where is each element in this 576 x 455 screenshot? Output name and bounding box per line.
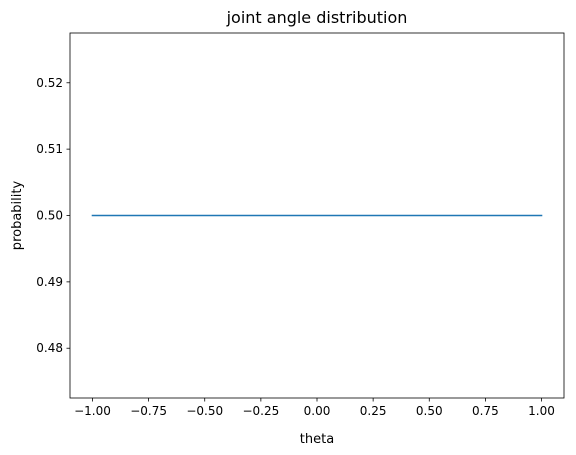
- x-tick-label: −0.50: [186, 404, 223, 418]
- x-tick-label: 0.25: [360, 404, 387, 418]
- x-tick-label: 0.00: [304, 404, 331, 418]
- x-tick-label: 0.50: [416, 404, 443, 418]
- y-tick-label: 0.52: [36, 76, 63, 90]
- x-tick-label: −0.75: [130, 404, 167, 418]
- y-tick-label: 0.50: [36, 209, 63, 223]
- y-tick-label: 0.51: [36, 142, 63, 156]
- x-tick-label: −1.00: [74, 404, 111, 418]
- plot-area: −1.00 −0.75 −0.50 −0.25 0.00 0.25 0.50 0.75 1.00…: [36, 32, 565, 418]
- x-axis-label: theta: [300, 432, 334, 447]
- y-tick-label: 0.49: [36, 275, 63, 289]
- y-axis-label: probability: [10, 181, 25, 251]
- x-tick-label: −0.25: [242, 404, 279, 418]
- x-tick-label: 0.75: [472, 404, 499, 418]
- chart-title: joint angle distribution: [226, 8, 408, 27]
- y-tick-label: 0.48: [36, 341, 63, 355]
- x-tick-label: 1.00: [528, 404, 555, 418]
